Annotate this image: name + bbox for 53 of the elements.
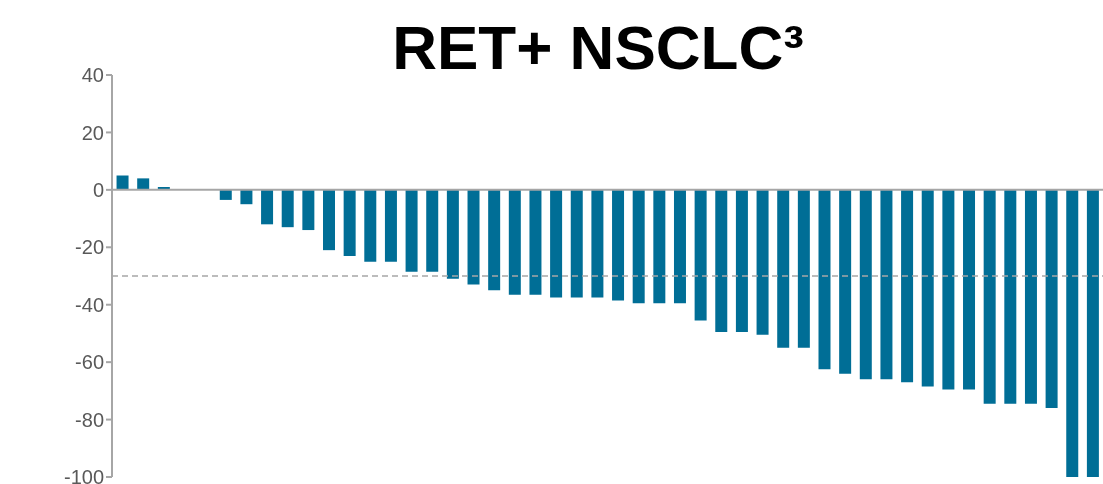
bar xyxy=(550,189,563,298)
bar xyxy=(859,189,872,380)
bar xyxy=(715,189,728,332)
bar xyxy=(756,189,769,335)
y-tick-label: -40 xyxy=(75,293,104,316)
bar xyxy=(116,175,129,190)
bar xyxy=(467,189,480,285)
bar xyxy=(632,189,645,304)
bar xyxy=(1024,189,1037,404)
y-tick-label: -80 xyxy=(75,408,104,431)
bar xyxy=(281,189,294,228)
bar xyxy=(261,189,274,225)
bar xyxy=(508,189,521,295)
y-tick-label: -100 xyxy=(63,466,104,484)
bar xyxy=(405,189,418,272)
bar xyxy=(983,189,996,404)
bar xyxy=(777,189,790,348)
bar xyxy=(137,178,150,190)
bar xyxy=(529,189,542,295)
bar xyxy=(653,189,666,304)
y-tick-label: -20 xyxy=(75,236,104,259)
bar xyxy=(673,189,686,304)
bar xyxy=(818,189,831,370)
bar xyxy=(1066,189,1079,477)
y-tick-label: 0 xyxy=(92,178,104,201)
bar xyxy=(488,189,501,291)
bar xyxy=(570,189,583,298)
bar xyxy=(963,189,976,390)
bar xyxy=(901,189,914,383)
bar xyxy=(880,189,893,380)
bar xyxy=(323,189,335,251)
bar xyxy=(735,189,748,332)
bar xyxy=(384,189,397,262)
bar xyxy=(942,189,955,390)
bar xyxy=(694,189,707,321)
bar xyxy=(364,189,377,262)
bar xyxy=(1086,189,1099,477)
bar xyxy=(240,189,253,205)
y-tick-label: 20 xyxy=(81,121,104,144)
bar xyxy=(343,189,356,256)
bar xyxy=(302,189,315,231)
y-tick-label: 40 xyxy=(81,64,104,87)
bar xyxy=(591,189,604,298)
chart-title: RET+ NSCLC³ xyxy=(391,12,805,83)
bar xyxy=(446,189,459,279)
y-tick-label: -60 xyxy=(75,351,104,374)
bar xyxy=(797,189,810,348)
bar xyxy=(1045,189,1058,409)
bar xyxy=(612,189,625,301)
bar xyxy=(839,189,852,374)
bar xyxy=(1004,189,1017,404)
bar xyxy=(426,189,439,272)
bar xyxy=(921,189,934,387)
